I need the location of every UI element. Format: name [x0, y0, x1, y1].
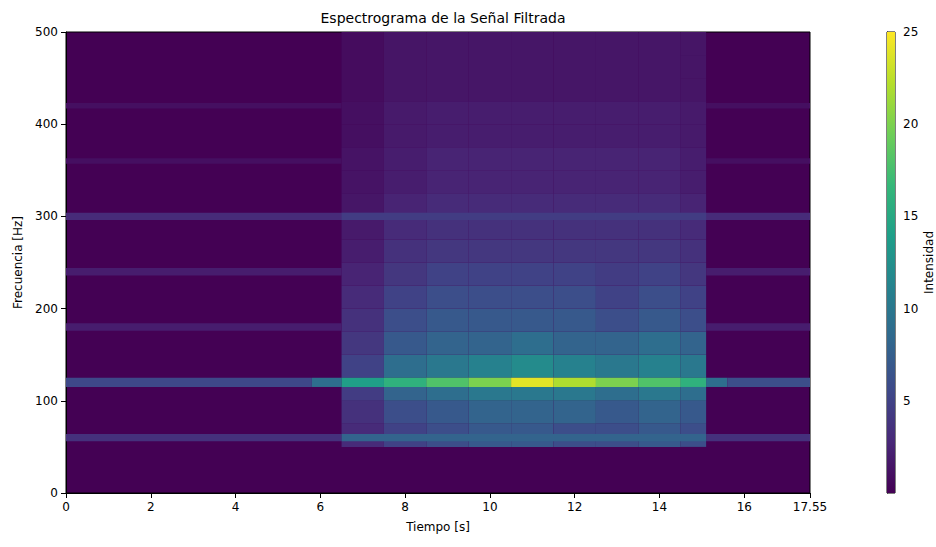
svg-text:Espectrograma de la Señal Filt: Espectrograma de la Señal Filtrada [321, 10, 566, 26]
svg-text:500: 500 [35, 25, 58, 39]
svg-text:16: 16 [737, 500, 752, 514]
svg-text:6: 6 [317, 500, 325, 514]
svg-text:8: 8 [401, 500, 409, 514]
svg-text:20: 20 [903, 117, 918, 131]
svg-text:10: 10 [482, 500, 497, 514]
svg-text:0: 0 [62, 500, 70, 514]
svg-text:2: 2 [147, 500, 155, 514]
svg-text:5: 5 [903, 394, 911, 408]
svg-text:10: 10 [903, 302, 918, 316]
svg-text:14: 14 [652, 500, 667, 514]
svg-text:100: 100 [35, 394, 58, 408]
svg-text:0: 0 [50, 486, 58, 500]
svg-text:4: 4 [232, 500, 240, 514]
svg-text:Tiempo [s]: Tiempo [s] [405, 520, 470, 534]
svg-text:Frecuencia [Hz]: Frecuencia [Hz] [11, 216, 25, 309]
svg-text:400: 400 [35, 117, 58, 131]
svg-text:12: 12 [567, 500, 582, 514]
svg-text:200: 200 [35, 302, 58, 316]
svg-text:15: 15 [903, 209, 918, 223]
svg-text:Intensidad: Intensidad [922, 231, 936, 294]
svg-text:17.55: 17.55 [793, 500, 827, 514]
svg-text:25: 25 [903, 25, 918, 39]
svg-text:300: 300 [35, 209, 58, 223]
